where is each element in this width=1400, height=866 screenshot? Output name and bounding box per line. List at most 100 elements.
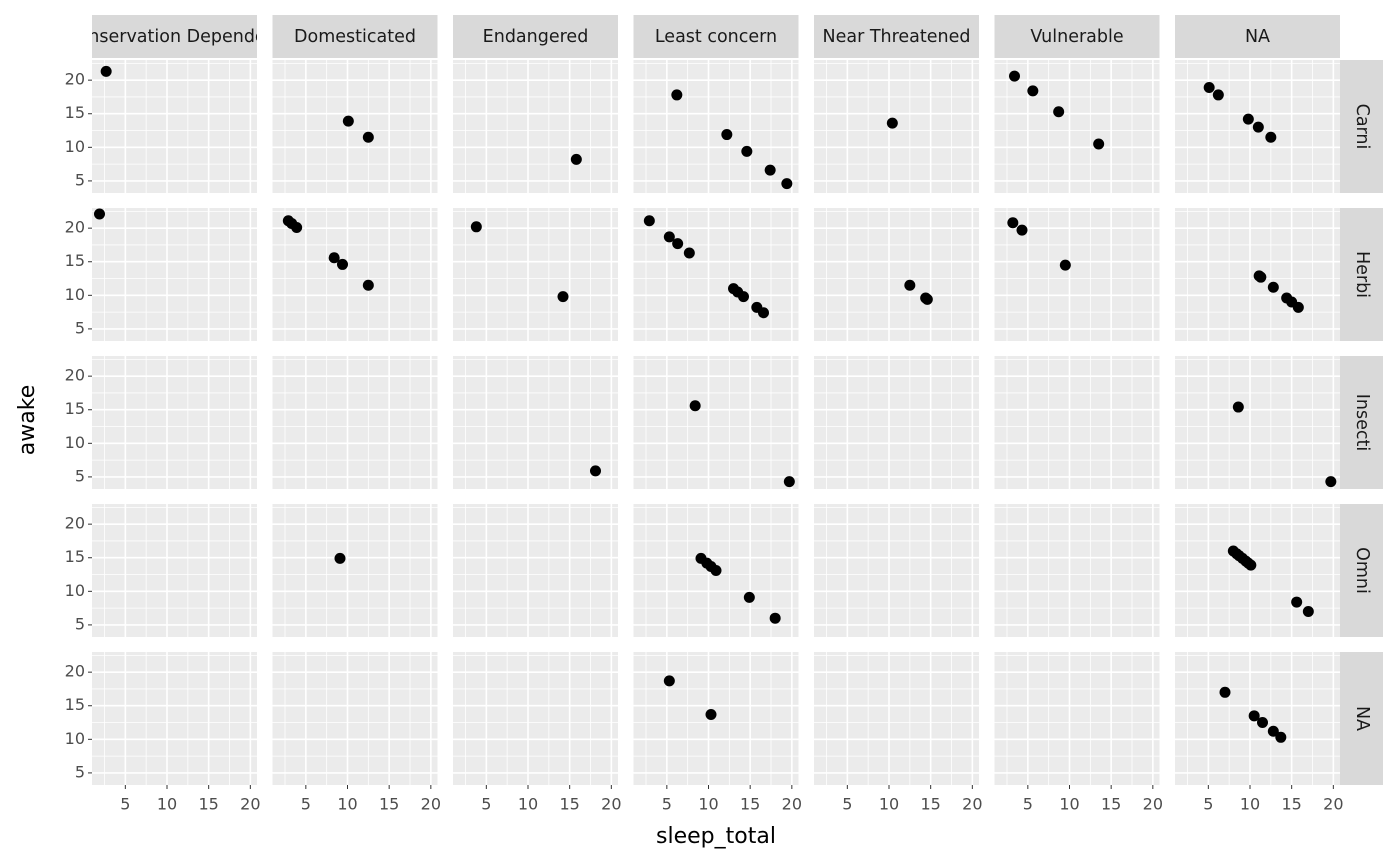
point (781, 178, 793, 190)
row-strip-label: Omni (1352, 547, 1372, 594)
point (710, 565, 722, 576)
point (1275, 731, 1287, 743)
x-tick-label: 5 (842, 795, 852, 814)
point (1219, 686, 1231, 698)
point (1325, 476, 1337, 488)
column-strip-label: Conservation Dependent (65, 27, 283, 47)
x-tick-label: 10 (157, 795, 177, 814)
point (1053, 106, 1065, 118)
x-tick-label: 15 (1281, 795, 1301, 814)
strip-background (814, 15, 979, 58)
point (1203, 82, 1215, 94)
y-tick-label: 20 (65, 218, 85, 237)
x-tick-label: 15 (559, 795, 579, 814)
y-tick-label: 20 (65, 70, 85, 89)
y-tick-label: 10 (65, 729, 85, 748)
strip-background (1340, 208, 1383, 341)
y-tick-label: 10 (65, 137, 85, 156)
strip-background (453, 15, 618, 58)
x-tick-label: 5 (662, 795, 672, 814)
y-tick-label: 5 (75, 170, 85, 189)
y-tick-label: 15 (65, 547, 85, 566)
point (362, 279, 374, 291)
point (362, 131, 374, 143)
point (705, 708, 717, 720)
column-strip-label: Least concern (655, 27, 777, 47)
x-tick-label: 15 (1101, 795, 1121, 814)
strip-background (1340, 356, 1383, 489)
y-tick-label: 15 (65, 399, 85, 418)
y-tick-label: 20 (65, 662, 85, 681)
point (758, 307, 769, 319)
point (643, 215, 655, 227)
x-tick-label: 10 (879, 795, 899, 814)
point (1248, 710, 1260, 722)
point (342, 115, 354, 127)
x-tick-label: 5 (481, 795, 491, 814)
point (764, 164, 776, 176)
x-tick-label: 5 (1023, 795, 1033, 814)
column-strip-label: Endangered (483, 27, 589, 47)
point (1267, 725, 1279, 737)
point (689, 400, 701, 412)
x-tick-label: 20 (421, 795, 441, 814)
strip-clip: Conservation Dependent (65, 27, 283, 47)
x-tick-label: 20 (601, 795, 621, 814)
y-tick-label: 5 (75, 614, 85, 633)
point (671, 89, 683, 101)
point (1267, 281, 1279, 293)
x-tick-label: 15 (379, 795, 399, 814)
point (1093, 138, 1105, 150)
point (743, 591, 755, 603)
strip-background (994, 15, 1160, 58)
strip-background (1340, 652, 1383, 785)
point (291, 221, 303, 233)
point (337, 258, 348, 270)
point (1302, 605, 1314, 617)
strip-clip: Domesticated (294, 27, 416, 47)
row-strip-label: NA (1352, 706, 1372, 731)
point (783, 476, 795, 488)
point (570, 153, 582, 165)
point (1255, 271, 1267, 283)
x-tick-label: 20 (240, 795, 260, 814)
x-tick-label: 15 (198, 795, 218, 814)
point (769, 612, 781, 624)
point (470, 221, 482, 233)
strip-background (92, 15, 257, 58)
x-tick-label: 10 (518, 795, 538, 814)
x-tick-label: 10 (1240, 795, 1260, 814)
strip-background (633, 15, 799, 58)
x-tick-label: 10 (698, 795, 718, 814)
point (1059, 259, 1071, 271)
column-strip-label: Near Threatened (822, 27, 970, 47)
point (738, 291, 749, 303)
point (1009, 70, 1020, 82)
point (100, 65, 112, 77)
point (1252, 121, 1264, 133)
strip-clip: Vulnerable (1030, 27, 1123, 47)
strip-clip: NA (1245, 27, 1270, 47)
y-tick-label: 10 (65, 581, 85, 600)
y-tick-label: 15 (65, 251, 85, 270)
x-tick-label: 20 (962, 795, 982, 814)
point (886, 117, 898, 129)
column-strip-label: Vulnerable (1030, 27, 1123, 47)
point (94, 208, 105, 220)
y-tick-label: 20 (65, 366, 85, 385)
point (328, 252, 340, 264)
x-tick-label: 15 (740, 795, 760, 814)
y-tick-label: 15 (65, 103, 85, 122)
y-tick-label: 15 (65, 695, 85, 714)
strip-clip: Least concern (655, 27, 777, 47)
strip-background (1340, 504, 1383, 637)
point (683, 247, 695, 259)
point (663, 231, 675, 243)
strip-background (1340, 60, 1383, 193)
y-tick-label: 20 (65, 514, 85, 533)
row-strip-label: Carni (1352, 104, 1372, 150)
column-strip-label: Domesticated (294, 27, 416, 47)
x-tick-label: 10 (1059, 795, 1079, 814)
x-tick-label: 15 (920, 795, 940, 814)
